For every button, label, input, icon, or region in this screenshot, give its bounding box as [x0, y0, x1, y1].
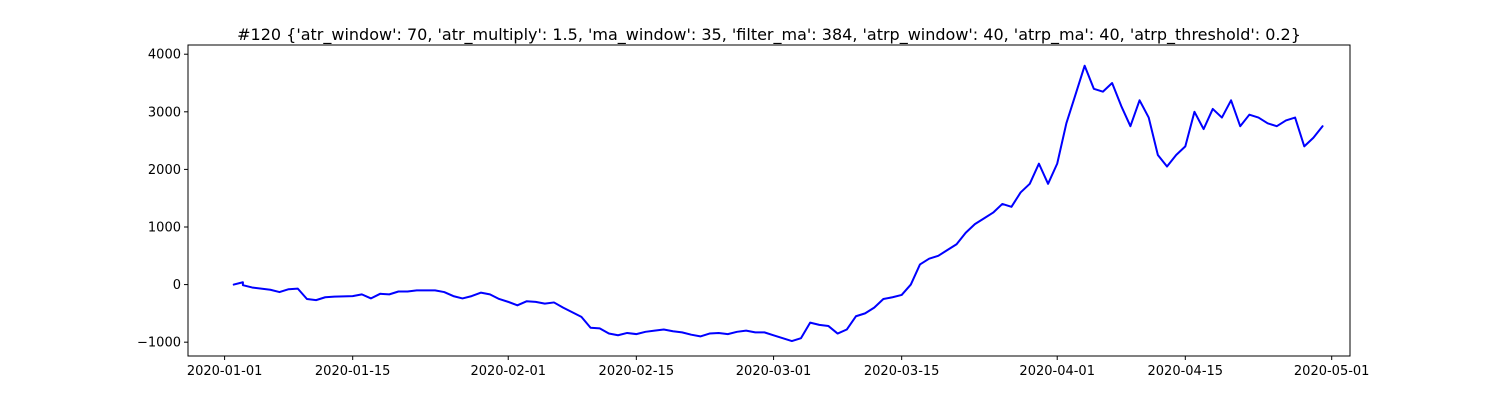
- x-tick-label: 2020-02-15: [599, 364, 675, 379]
- x-tick-label: 2020-02-01: [470, 364, 546, 379]
- axes-frame: [187, 44, 1351, 357]
- y-tick-label: 0: [173, 278, 181, 293]
- x-tick-label: 2020-04-15: [1148, 364, 1224, 379]
- plot-area: [232, 64, 1324, 343]
- y-tick-label: −1000: [137, 336, 181, 351]
- x-tick-label: 2020-03-15: [864, 364, 940, 379]
- y-tick-label: 2000: [148, 163, 181, 178]
- x-tick-label: 2020-03-01: [736, 364, 812, 379]
- series-line-1: [232, 64, 1324, 343]
- axes: 2020-01-01 2020-01-15 2020-02-01 2020-02-15…: [137, 44, 1370, 379]
- chart-title: #120 {'atr_window': 70, 'atr_multiply': …: [237, 25, 1301, 45]
- x-tick-label: 2020-01-01: [187, 364, 263, 379]
- y-tick-label: 1000: [148, 220, 181, 235]
- x-tick-label: 2020-04-01: [1019, 364, 1095, 379]
- y-tick-label: 4000: [148, 48, 181, 63]
- x-tick-label: 2020-05-01: [1294, 364, 1370, 379]
- x-tick-label: 2020-01-15: [315, 364, 391, 379]
- y-tick-label: 3000: [148, 105, 181, 120]
